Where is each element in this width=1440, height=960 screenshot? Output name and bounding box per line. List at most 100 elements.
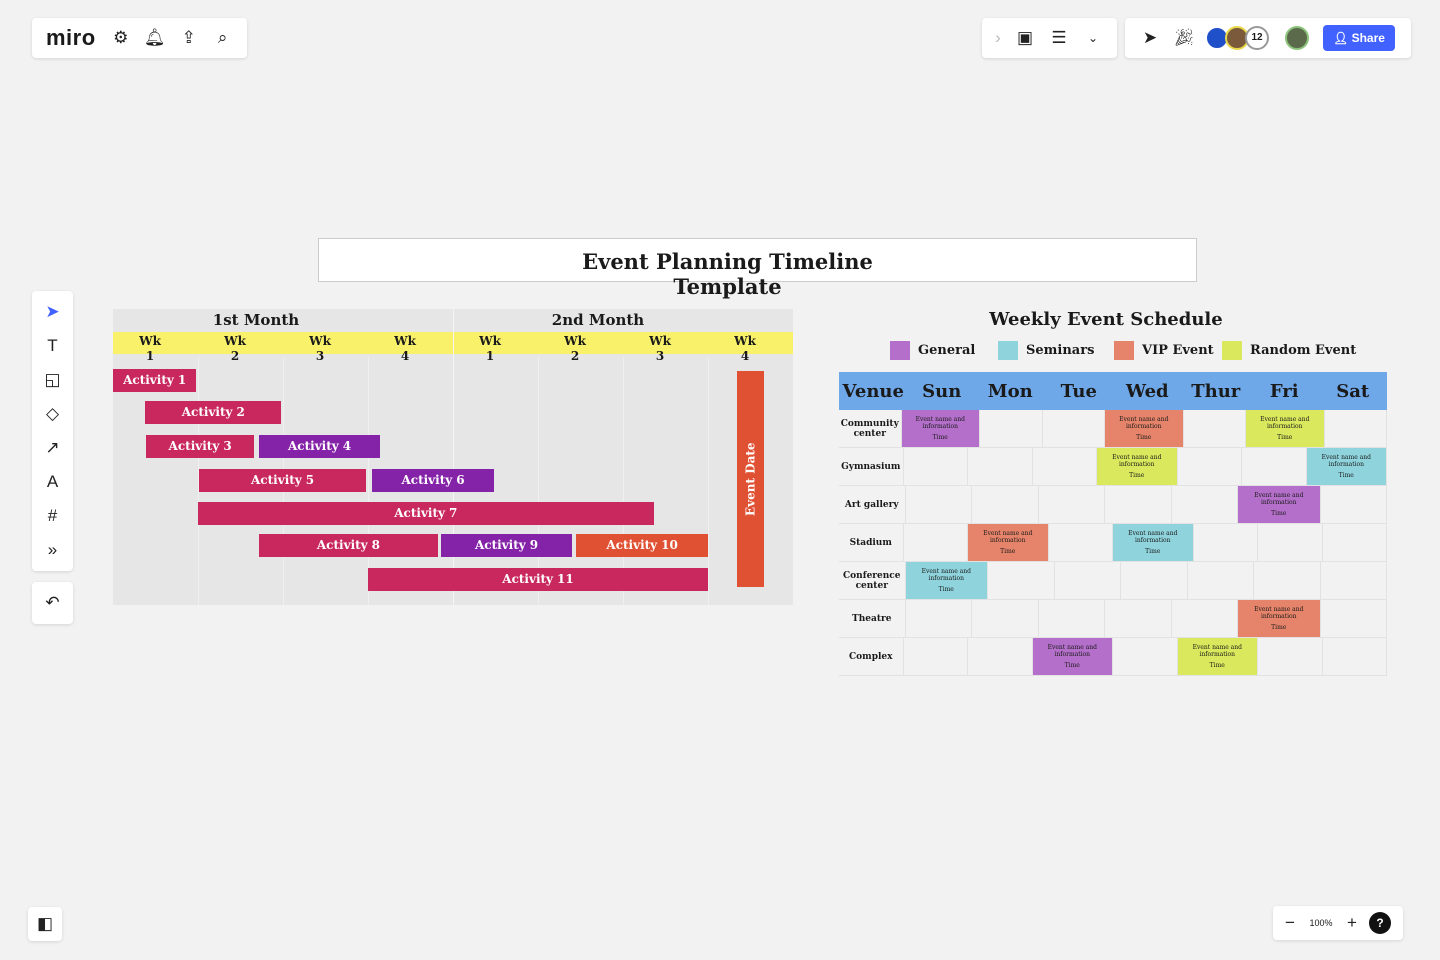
empty-cell[interactable] (968, 448, 1033, 485)
notes-icon[interactable]: ☰ (1051, 28, 1067, 47)
event-cell[interactable]: Event name and information Time (905, 562, 988, 599)
activity-bar[interactable]: Activity 3 (146, 435, 255, 458)
empty-cell[interactable] (1325, 410, 1387, 447)
activity-bar[interactable]: Activity 1 (113, 369, 197, 392)
activity-bar[interactable]: Activity 10 (576, 534, 708, 557)
avatar[interactable] (1285, 26, 1309, 50)
empty-cell[interactable] (1113, 638, 1178, 675)
empty-cell[interactable] (904, 638, 968, 675)
event-cell[interactable]: Event name and information Time (901, 410, 980, 447)
empty-cell[interactable] (904, 524, 968, 561)
event-cell[interactable]: Event name and information Time (968, 524, 1049, 561)
event-time: Time (938, 586, 954, 593)
chevrons-down-icon[interactable]: ⌄ (1087, 31, 1099, 45)
activity-bar[interactable]: Activity 11 (368, 568, 708, 591)
empty-cell[interactable] (1184, 410, 1246, 447)
pen-icon[interactable]: A (46, 472, 59, 491)
activity-bar[interactable]: Activity 4 (259, 435, 380, 458)
activity-number: 9 (529, 538, 539, 552)
activity-bar[interactable]: Activity 6 (372, 469, 494, 492)
event-date-bar[interactable]: Event Date (737, 371, 764, 587)
frame-icon[interactable]: # (47, 506, 58, 525)
activity-label: Activity (474, 538, 526, 552)
search-icon[interactable]: ⌕ (217, 28, 228, 47)
empty-cell[interactable] (968, 638, 1033, 675)
share-button[interactable]: 👤︎ Share (1323, 25, 1395, 51)
empty-cell[interactable] (980, 410, 1043, 447)
empty-cell[interactable] (1105, 600, 1172, 637)
event-cell[interactable]: Event name and information Time (1246, 410, 1325, 447)
event-cell[interactable]: Event name and information Time (1113, 524, 1194, 561)
upload-icon[interactable]: ⇪ (181, 28, 196, 47)
event-cell[interactable]: Event name and information Time (1032, 638, 1113, 675)
empty-cell[interactable] (1323, 638, 1387, 675)
empty-cell[interactable] (1188, 562, 1254, 599)
empty-cell[interactable] (972, 486, 1039, 523)
empty-cell[interactable] (906, 486, 972, 523)
empty-cell[interactable] (906, 600, 972, 637)
top-left-toolbar: miro ⚙ 🔔︎ ⇪ ⌕ (32, 18, 247, 58)
celebrate-icon[interactable]: 🎉︎ (1173, 28, 1195, 47)
empty-cell[interactable] (1172, 600, 1238, 637)
empty-cell[interactable] (1039, 486, 1105, 523)
empty-cell[interactable] (1039, 600, 1105, 637)
event-cell[interactable]: Event name and information Time (1238, 486, 1321, 523)
empty-cell[interactable] (1242, 448, 1307, 485)
empty-cell[interactable] (1258, 524, 1323, 561)
event-cell[interactable]: Event name and information Time (1177, 638, 1258, 675)
activity-bar[interactable]: Activity 7 (198, 502, 654, 525)
empty-cell[interactable] (1121, 562, 1188, 599)
empty-cell[interactable] (1323, 524, 1387, 561)
empty-cell[interactable] (1178, 448, 1242, 485)
presentation-icon[interactable]: ▣ (1016, 28, 1034, 47)
activity-bar[interactable]: Activity 8 (259, 534, 438, 557)
empty-cell[interactable] (1254, 562, 1321, 599)
empty-cell[interactable] (904, 448, 968, 485)
activity-label: Activity (394, 506, 445, 520)
empty-cell[interactable] (1055, 562, 1121, 599)
empty-cell[interactable] (1258, 638, 1323, 675)
empty-cell[interactable] (1321, 600, 1387, 637)
help-button[interactable]: ? (1369, 912, 1391, 934)
empty-cell[interactable] (1105, 486, 1172, 523)
sidebar-toggle[interactable]: ◧ (28, 907, 62, 941)
event-info: Event name and information (1128, 530, 1178, 544)
empty-cell[interactable] (1321, 486, 1387, 523)
chevron-right-icon[interactable]: › (995, 28, 1001, 47)
empty-cell[interactable] (1321, 562, 1387, 599)
event-time: Time (1064, 662, 1080, 669)
cursor-icon[interactable]: ➤ (1142, 28, 1158, 47)
event-cell[interactable]: Event name and information Time (1306, 448, 1387, 485)
week-label: Wk 1 (139, 334, 161, 363)
miro-logo[interactable]: miro (46, 25, 96, 50)
undo-icon[interactable]: ↶ (45, 593, 60, 612)
event-cell[interactable]: Event name and information Time (1105, 410, 1184, 447)
empty-cell[interactable] (972, 600, 1039, 637)
activity-bar[interactable]: Activity 5 (198, 469, 367, 492)
event-cell[interactable]: Event name and information Time (1097, 448, 1178, 485)
settings-icon[interactable]: ⚙ (113, 28, 129, 47)
empty-cell[interactable] (1049, 524, 1113, 561)
collaborator-count[interactable]: 12 (1245, 26, 1269, 50)
empty-cell[interactable] (1043, 410, 1105, 447)
zoom-out-icon[interactable]: − (1285, 913, 1295, 932)
select-icon[interactable]: ➤ (45, 302, 60, 321)
venue-cell: Complex (839, 638, 904, 675)
activity-bar[interactable]: Activity 9 (441, 534, 572, 557)
text-icon[interactable]: T (47, 336, 58, 355)
bell-icon[interactable]: 🔔︎ (143, 28, 166, 47)
event-info: Event name and information (1260, 416, 1310, 430)
empty-cell[interactable] (1194, 524, 1258, 561)
empty-cell[interactable] (1033, 448, 1097, 485)
event-cell[interactable]: Event name and information Time (1238, 600, 1321, 637)
empty-cell[interactable] (1172, 486, 1238, 523)
zoom-in-icon[interactable]: + (1347, 913, 1357, 932)
sticky-note-icon[interactable]: ◱ (44, 370, 61, 389)
more-tools-icon[interactable]: » (47, 540, 58, 559)
shapes-icon[interactable]: ◇ (45, 404, 60, 423)
venue-cell: Gymnasium (839, 448, 904, 485)
empty-cell[interactable] (988, 562, 1055, 599)
activity-bar[interactable]: Activity 2 (145, 401, 282, 424)
arrow-icon[interactable]: ↗ (45, 438, 60, 457)
zoom-level[interactable]: 100% (1309, 918, 1333, 928)
